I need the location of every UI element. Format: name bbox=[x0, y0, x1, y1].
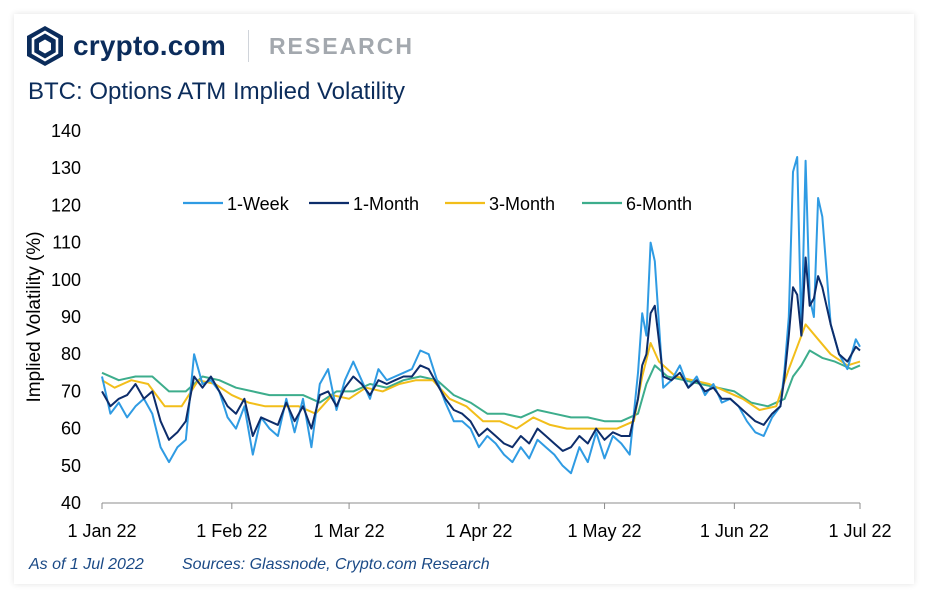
as-of-note: As of 1 Jul 2022 bbox=[29, 556, 144, 573]
chart-title: BTC: Options ATM Implied Volatility bbox=[28, 78, 406, 105]
x-tick-label: 1 Jun 22 bbox=[700, 521, 769, 541]
legend-label-6-month: 6-Month bbox=[626, 194, 692, 214]
y-tick-label: 110 bbox=[52, 233, 81, 253]
y-tick-label: 50 bbox=[61, 456, 81, 476]
y-axis-title: Implied Volatility (%) bbox=[24, 231, 45, 402]
report-card: crypto.com RESEARCH BTC: Options ATM Imp… bbox=[14, 14, 914, 584]
x-tick-label: 1 Mar 22 bbox=[314, 521, 385, 541]
series-line-1-month bbox=[101, 256, 861, 452]
y-tick-label: 90 bbox=[61, 307, 81, 327]
series-layer bbox=[101, 156, 861, 475]
y-tick-label: 100 bbox=[51, 270, 81, 290]
crypto-com-logo-icon bbox=[27, 26, 63, 66]
brand-name: crypto.com bbox=[73, 30, 226, 61]
series-line-1-week bbox=[101, 156, 861, 475]
header: crypto.com RESEARCH bbox=[26, 24, 414, 68]
y-tick-label: 120 bbox=[51, 195, 81, 215]
x-tick-label: 1 May 22 bbox=[568, 521, 642, 541]
series-line-3-month bbox=[101, 323, 861, 430]
y-tick-label: 40 bbox=[61, 493, 81, 513]
series-line-6-month bbox=[101, 349, 861, 423]
sources-note: Sources: Glassnode, Crypto.com Research bbox=[182, 556, 490, 573]
section-label: RESEARCH bbox=[268, 32, 415, 59]
x-tick-label: 1 Jan 22 bbox=[67, 521, 136, 541]
x-tick-label: 1 Jul 22 bbox=[828, 521, 891, 541]
x-tick-label: 1 Apr 22 bbox=[445, 521, 512, 541]
y-tick-label: 60 bbox=[61, 419, 81, 439]
y-tick-label: 140 bbox=[51, 121, 81, 141]
y-tick-label: 70 bbox=[61, 381, 81, 401]
header-divider bbox=[247, 30, 249, 62]
legend-label-3-month: 3-Month bbox=[489, 194, 555, 214]
legend-label-1-month: 1-Month bbox=[353, 194, 419, 214]
y-tick-label: 130 bbox=[51, 158, 81, 178]
legend-label-1-week: 1-Week bbox=[227, 194, 290, 214]
chart-axes: 40 50 60 70 80 90 100 110 120 130 140 1 Jan 22 1 Feb… bbox=[51, 121, 892, 541]
x-tick-label: 1 Feb 22 bbox=[196, 521, 267, 541]
y-tick-label: 80 bbox=[61, 344, 81, 364]
chart-legend: 1-Week 1-Month 3-Month 6-Month bbox=[183, 194, 692, 214]
